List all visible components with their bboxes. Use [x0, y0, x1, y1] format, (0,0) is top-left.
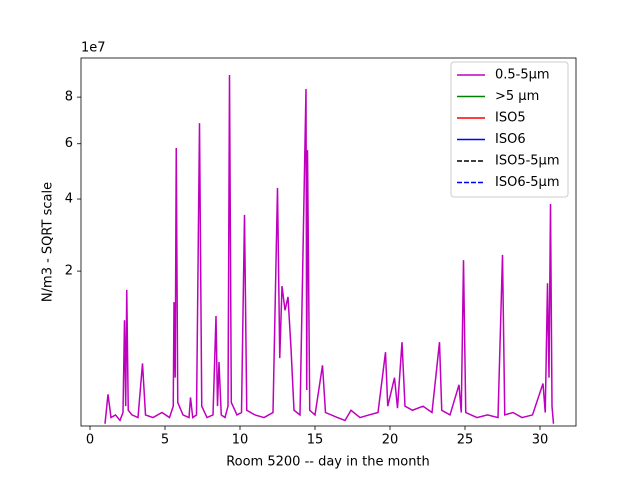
- legend-label: ISO6: [495, 132, 526, 147]
- data-line: [104, 74, 555, 424]
- x-tick-label: 0: [86, 433, 94, 448]
- y-tick-label: 8: [65, 90, 73, 105]
- x-tick-label: 15: [307, 433, 324, 448]
- x-tick-label: 25: [457, 433, 474, 448]
- x-tick-label: 20: [382, 433, 399, 448]
- y-tick-label: 6: [65, 136, 73, 151]
- y-tick-label: 4: [65, 192, 73, 207]
- x-tick-label: 10: [232, 433, 249, 448]
- x-tick-label: 5: [161, 433, 169, 448]
- legend-label: >5 µm: [495, 89, 539, 104]
- y-axis-label: N/m3 - SQRT scale: [41, 182, 56, 302]
- x-axis-label: Room 5200 -- day in the month: [226, 455, 430, 470]
- legend-label: ISO5: [495, 111, 526, 126]
- legend-label: ISO5-5µm: [495, 154, 560, 169]
- y-offset-text: 1e7: [81, 41, 106, 56]
- y-tick-label: 2: [65, 264, 73, 279]
- legend-label: ISO6-5µm: [495, 175, 560, 190]
- plot-frame: [80, 57, 577, 427]
- legend-label: 0.5-5µm: [495, 68, 550, 83]
- x-tick-label: 30: [532, 433, 549, 448]
